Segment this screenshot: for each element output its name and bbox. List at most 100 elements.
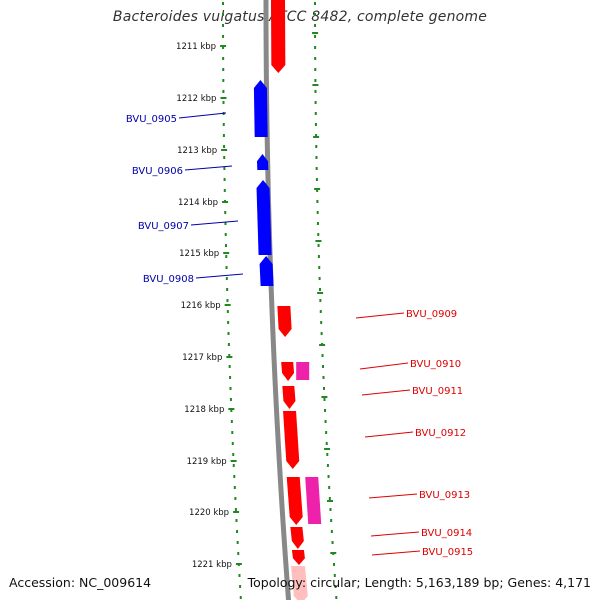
ruler-dot (222, 46, 225, 49)
ruler-dot (318, 266, 321, 269)
ruler-dot (329, 508, 332, 511)
ruler-dot (236, 541, 239, 544)
ruler-major-tick (327, 500, 333, 502)
ruler-dot (222, 57, 225, 60)
kbp-tick-label: 1219 kbp (187, 457, 227, 467)
ruler-dot (234, 497, 237, 500)
ruler-dot (223, 178, 226, 181)
ruler-dot (228, 354, 231, 357)
ruler-dot (222, 101, 225, 104)
ruler-dot (314, 24, 317, 27)
gene-bvu-0912[interactable] (282, 386, 296, 409)
chromosome-backbone (263, 0, 292, 600)
ruler-dot (225, 277, 228, 280)
ruler-major-tick (315, 240, 322, 242)
ruler-dot (317, 233, 320, 236)
kbp-tick (224, 304, 231, 306)
ruler-major-tick (312, 32, 319, 34)
gene-label-right[interactable]: BVU_0911 (412, 386, 463, 397)
ruler-major-tick (321, 396, 328, 398)
gene-label-right[interactable]: BVU_0910 (410, 359, 461, 370)
gene-label-right[interactable]: BVU_0912 (415, 428, 466, 439)
gene-upstream-fade[interactable] (271, 0, 286, 20)
kbp-tick-label: 1215 kbp (179, 249, 219, 259)
kbp-tick (223, 252, 230, 254)
ruler-dot (322, 387, 325, 390)
kbp-tick (222, 201, 229, 203)
kbp-tick-label: 1218 kbp (184, 405, 224, 415)
gene-label-leader (371, 550, 421, 556)
kbp-tick (221, 149, 228, 151)
ruler-dot (314, 101, 317, 104)
ruler-major-tick (330, 552, 337, 554)
ruler-dot (319, 310, 322, 313)
gene-bvu-0913-rna[interactable] (305, 477, 322, 524)
ruler-dot (222, 68, 225, 71)
ruler-dot (328, 497, 331, 500)
ruler-dot (330, 530, 333, 533)
gene-label-right[interactable]: BVU_0913 (419, 490, 470, 501)
gene-bvu-0906[interactable] (256, 154, 269, 170)
ruler-dot (223, 145, 226, 148)
gene-label-left[interactable]: BVU_0907 (138, 221, 189, 232)
ruler-dot (222, 13, 225, 16)
kbp-tick (220, 45, 227, 47)
gene-label-leader (190, 220, 239, 226)
ruler-dot (238, 574, 241, 577)
ruler-dot (239, 596, 242, 599)
gene-label-leader (368, 493, 418, 499)
gene-label-left[interactable]: BVU_0908 (143, 274, 194, 285)
gene-label-left[interactable]: BVU_0906 (132, 166, 183, 177)
kbp-tick (235, 563, 242, 565)
ruler-dot (222, 90, 225, 93)
kbp-tick (226, 356, 233, 358)
gene-bvu-0916[interactable] (291, 550, 305, 565)
ruler-dot (222, 123, 225, 126)
gene-label-right[interactable]: BVU_0915 (422, 547, 473, 558)
ruler-dot (314, 90, 317, 93)
ruler-dot (222, 24, 225, 27)
gene-bvu-0905[interactable] (253, 80, 268, 137)
gene-label-leader (184, 165, 233, 171)
gene-bvu-0910[interactable] (296, 362, 310, 380)
genome-stats-text: Topology: circular; Length: 5,163,189 bp… (247, 575, 591, 590)
ruler-dot (314, 13, 317, 16)
gene-upstream[interactable] (271, 0, 286, 73)
ruler-dot (222, 134, 225, 137)
ruler-dot (315, 145, 318, 148)
ruler-dot (315, 167, 318, 170)
ruler-dot (222, 35, 225, 38)
ruler-dot (316, 222, 319, 225)
gene-bvu-0907[interactable] (256, 180, 272, 255)
gene-bvu-0908[interactable] (259, 256, 274, 286)
gene-label-leader (359, 362, 409, 370)
gene-bvu-0914[interactable] (286, 477, 303, 525)
ruler-dot (314, 35, 317, 38)
ruler-major-tick (314, 188, 321, 190)
gene-label-right[interactable]: BVU_0914 (421, 528, 472, 539)
gene-bvu-0911[interactable] (281, 362, 295, 381)
kbp-tick-label: 1212 kbp (176, 94, 216, 104)
ruler-dot (325, 431, 328, 434)
kbp-tick-label: 1217 kbp (182, 353, 222, 363)
gene-features (253, 0, 322, 600)
ruler-dot (316, 189, 319, 192)
gene-bvu-0909[interactable] (277, 306, 292, 337)
ruler-dot (335, 596, 338, 599)
ruler-dot (323, 398, 326, 401)
ruler-dot (333, 563, 336, 566)
ruler-dot (224, 244, 227, 247)
ruler-dot (227, 343, 230, 346)
gene-bvu-0913[interactable] (283, 411, 300, 469)
gene-label-right[interactable]: BVU_0909 (406, 309, 457, 320)
gene-label-left[interactable]: BVU_0905 (126, 114, 177, 125)
gene-downstream[interactable] (291, 566, 308, 600)
ruler-dot (232, 464, 235, 467)
ruler-dot (316, 211, 319, 214)
ruler-dot (322, 376, 325, 379)
ruler-dot (321, 365, 324, 368)
ruler-dot (314, 2, 317, 5)
ruler-dot (229, 376, 232, 379)
gene-bvu-0915[interactable] (290, 527, 304, 549)
kbp-tick-label: 1214 kbp (178, 198, 218, 208)
